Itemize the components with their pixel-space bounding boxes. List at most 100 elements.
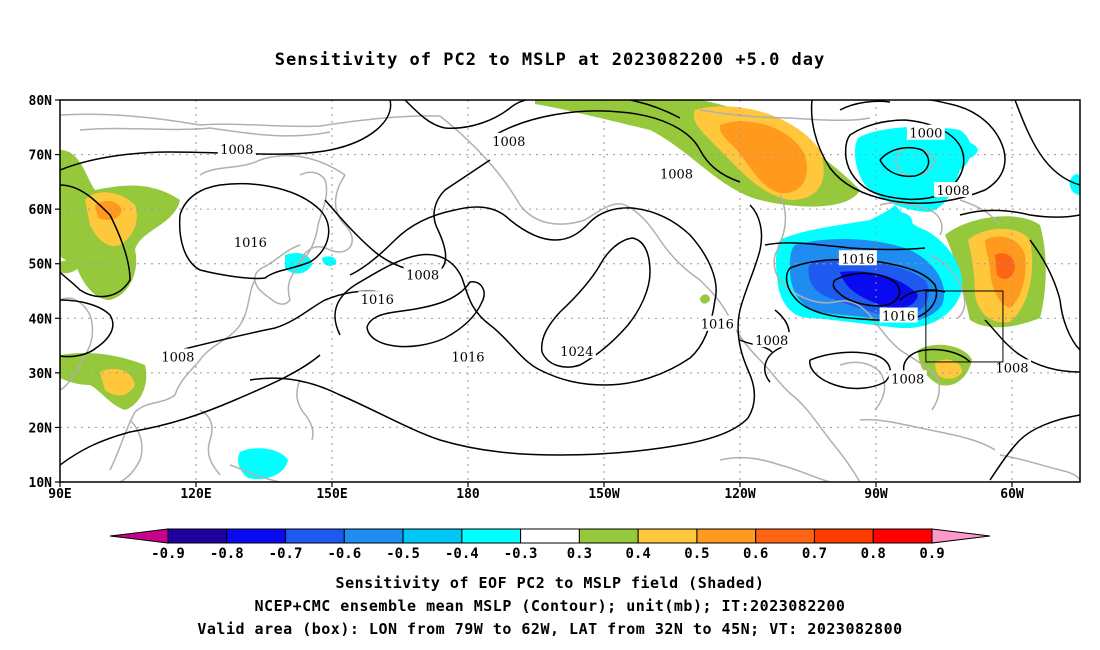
mslp-contour <box>334 206 717 386</box>
coastline <box>839 361 886 411</box>
plot-title: Sensitivity of PC2 to MSLP at 2023082200… <box>274 50 826 70</box>
mslp-contour <box>249 204 763 456</box>
mslp-contour <box>810 100 1006 204</box>
lat-label: 80N <box>29 94 53 109</box>
contour-label-bg <box>217 141 256 157</box>
mslp-contour <box>366 281 485 348</box>
colorbar-label: 0.7 <box>802 546 827 562</box>
colorbar-label: -0.4 <box>445 546 479 562</box>
contour-label-bg <box>888 370 927 386</box>
mslp-contour <box>989 414 1080 481</box>
contour-label-bg <box>231 233 270 249</box>
shade-region <box>935 359 962 379</box>
colorbar-swatch <box>285 528 345 544</box>
lon-label: 180 <box>456 487 480 502</box>
colorbar-label: -0.5 <box>386 546 420 562</box>
shade-region <box>60 260 78 274</box>
contour-labels: 1008 1016 1008 1008 1000 1008 1008 1016 1016 1024… <box>158 124 1031 387</box>
colorbar-label: 0.3 <box>567 546 592 562</box>
contour-label: 1024 <box>560 345 593 360</box>
lon-label: 90E <box>48 487 71 502</box>
contour-label-bg <box>838 250 877 266</box>
colorbar-label: 0.4 <box>626 546 651 562</box>
shade-region <box>100 368 135 396</box>
lat-label: 70N <box>29 149 53 164</box>
colorbar-swatch <box>813 528 874 544</box>
colorbar-swatch <box>226 528 287 544</box>
coastline <box>60 297 94 391</box>
lat-label: 10N <box>29 476 53 491</box>
contour-label-bg <box>906 124 945 140</box>
contour-label-bg <box>158 348 197 364</box>
mslp-contour <box>832 272 901 307</box>
colorbar-swatch <box>696 528 757 544</box>
colorbar-label: 0.6 <box>743 546 768 562</box>
coastline <box>719 456 831 482</box>
colorbar-swatch <box>167 528 228 544</box>
coastline <box>699 109 871 122</box>
lat-label: 20N <box>29 421 53 436</box>
contour-label: 1008 <box>492 135 525 150</box>
colorbar-label: -0.9 <box>151 546 185 562</box>
colorbar-swatch <box>461 528 522 544</box>
contour-label: 1016 <box>882 310 915 325</box>
contour-label-bg <box>879 307 918 323</box>
coastline <box>60 113 441 128</box>
contour-label: 1016 <box>234 236 267 251</box>
contour-label: 1016 <box>451 350 484 365</box>
coastline <box>899 349 940 411</box>
colorbar-swatch <box>755 528 815 544</box>
mslp-contour <box>984 319 1080 373</box>
colorbar: -0.9 -0.8 -0.7 -0.6 -0.5 -0.4 -0.3 0.3 0.4 0.5 0.6… <box>109 528 991 562</box>
contour-label: 1008 <box>406 269 439 284</box>
colorbar-swatch <box>520 528 580 544</box>
contour-label: 1008 <box>220 143 253 158</box>
contour-label-bg <box>934 182 973 198</box>
mslp-contour <box>839 100 891 111</box>
contour-label-bg <box>557 343 596 359</box>
shade-region <box>322 256 337 266</box>
mslp-contour <box>879 147 930 178</box>
contour-label-bg <box>489 132 528 148</box>
lon-label: 90W <box>864 487 888 502</box>
shade-region <box>1069 174 1080 195</box>
contour-label: 1016 <box>361 293 394 308</box>
caption-line-1: Sensitivity of EOF PC2 to MSLP field (Sh… <box>335 574 765 592</box>
colorbar-label: -0.7 <box>269 546 303 562</box>
contour-label-bg <box>358 291 397 307</box>
colorbar-label: 0.5 <box>684 546 709 562</box>
coastline <box>859 418 996 451</box>
contour-label-bg <box>993 359 1031 375</box>
coastline <box>79 127 331 137</box>
mslp-contour <box>60 184 131 298</box>
mslp-contour <box>764 242 926 251</box>
contour-label-bg <box>657 165 696 181</box>
shade-region <box>719 121 808 194</box>
mslp-contour <box>903 348 971 376</box>
colorbar-label: -0.8 <box>210 546 244 562</box>
coastline <box>229 464 281 482</box>
colorbar-label: -0.3 <box>504 546 538 562</box>
lon-label: 150E <box>316 487 347 502</box>
coastline <box>174 279 256 396</box>
coastline <box>254 244 301 305</box>
colorbar-swatch <box>578 528 639 544</box>
coastline <box>699 279 761 361</box>
contour-label: 1016 <box>841 252 874 267</box>
lat-label: 60N <box>29 203 53 218</box>
coastline <box>999 454 1080 481</box>
shade-region <box>95 200 122 220</box>
coastline <box>199 154 346 176</box>
colorbar-swatch <box>343 528 404 544</box>
shade-region <box>238 448 288 480</box>
mslp-contour <box>159 290 381 356</box>
shade-region <box>700 294 710 304</box>
colorbar-max-arrow <box>931 528 991 544</box>
caption-line-3: Valid area (box): LON from 79W to 62W, L… <box>197 620 903 638</box>
shade-region <box>995 253 1015 280</box>
contour-label: 1008 <box>891 372 924 387</box>
mslp-contour <box>540 237 651 368</box>
colorbar-min-arrow <box>109 528 169 544</box>
lat-label: 40N <box>29 312 53 327</box>
